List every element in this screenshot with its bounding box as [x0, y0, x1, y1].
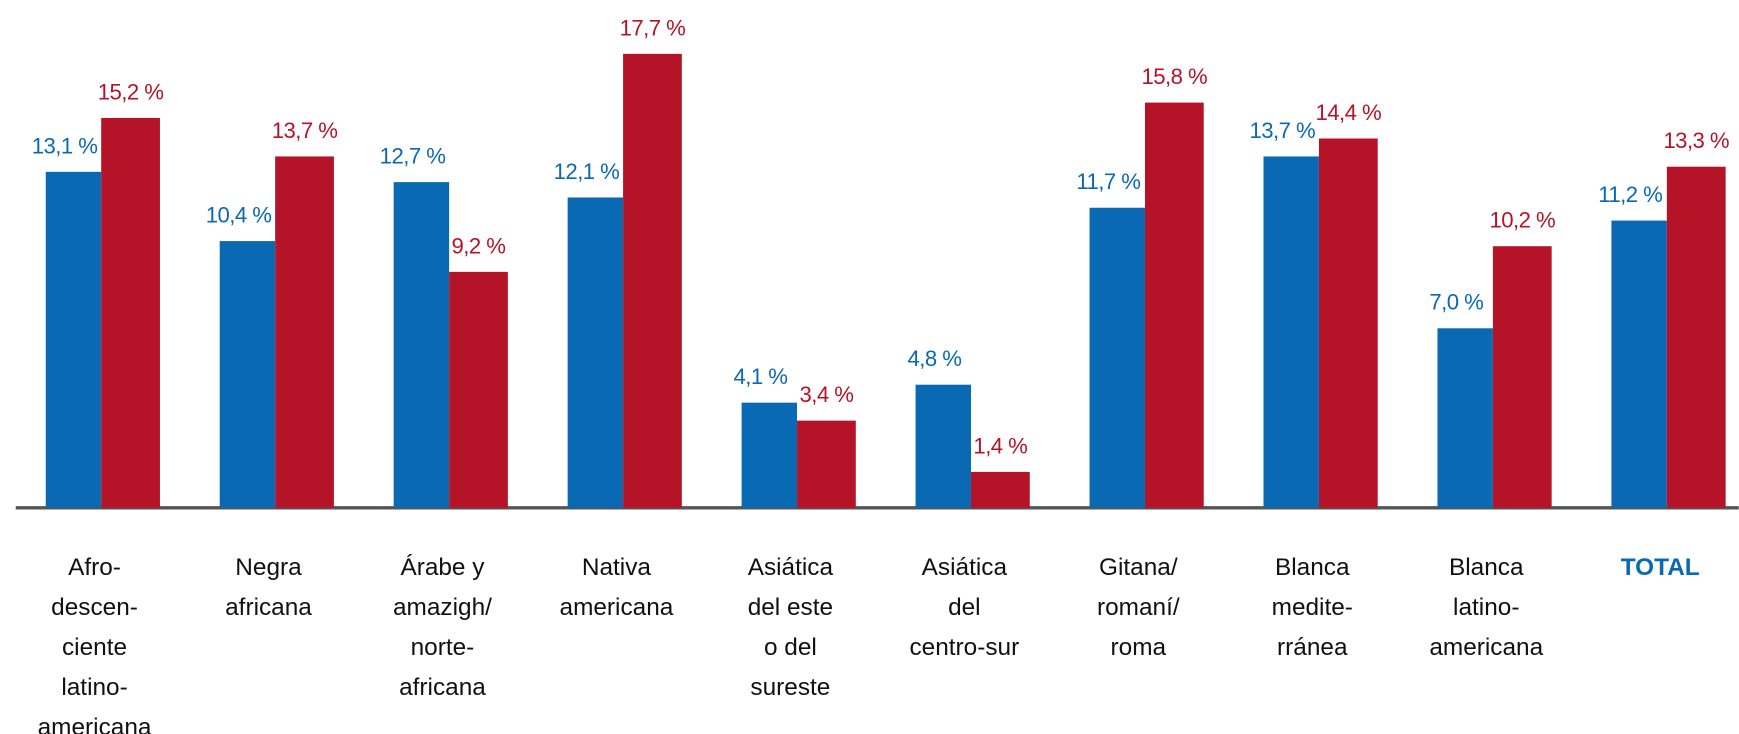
- x-tick-label: americana: [560, 594, 674, 621]
- bar: [1492, 246, 1552, 508]
- x-tick-label: norte-: [411, 634, 475, 661]
- value-label: 13,1 %: [32, 133, 98, 158]
- value-label: 10,2 %: [1489, 208, 1555, 233]
- bar: [971, 471, 1030, 508]
- value-label: 3,4 %: [799, 382, 853, 407]
- x-tick-label: roma: [1111, 634, 1167, 661]
- bar: [1089, 207, 1145, 508]
- x-tick-label: Asiática: [748, 554, 834, 581]
- bar: [1666, 166, 1726, 508]
- x-tick-label: Gitana/: [1099, 554, 1178, 581]
- value-label: 10,4 %: [206, 203, 272, 228]
- x-tick-label: africana: [399, 674, 486, 701]
- x-tick-label: o del: [764, 634, 817, 661]
- x-tick-label: TOTAL: [1621, 554, 1700, 581]
- x-tick-label: americana: [1429, 634, 1543, 661]
- bar: [1611, 220, 1667, 508]
- x-tick-label: romaní/: [1097, 594, 1180, 621]
- value-label: 13,7 %: [1250, 118, 1316, 143]
- x-tick-label: latino-: [61, 674, 127, 701]
- x-tick-label: Afro-: [68, 554, 121, 581]
- bar: [393, 182, 450, 508]
- bar: [1144, 102, 1204, 508]
- x-tick-label: africana: [225, 594, 312, 621]
- bar: [915, 384, 972, 508]
- bar: [623, 53, 682, 508]
- x-tick-label: Árabe y: [400, 554, 485, 581]
- value-label: 15,8 %: [1142, 64, 1208, 89]
- bar: [1318, 138, 1378, 508]
- bar: [449, 271, 508, 508]
- x-tick-label: rránea: [1277, 634, 1348, 661]
- x-tick-label: americana: [38, 714, 152, 734]
- bar: [275, 156, 334, 508]
- bar: [219, 241, 276, 508]
- value-label: 14,4 %: [1315, 100, 1381, 125]
- value-label: 12,1 %: [554, 159, 620, 184]
- x-tick-label: Blanca: [1449, 554, 1524, 581]
- x-tick-label: del: [948, 594, 981, 621]
- x-tick-label: ciente: [62, 634, 127, 661]
- x-tick-label: descen-: [51, 594, 138, 621]
- value-label: 7,0 %: [1429, 290, 1483, 315]
- bar: [797, 420, 856, 508]
- value-label: 9,2 %: [452, 233, 506, 258]
- x-tick-label: Asiática: [922, 554, 1008, 581]
- value-label: 4,8 %: [907, 346, 961, 371]
- x-tick-label: Nativa: [582, 554, 652, 581]
- bar: [45, 171, 102, 508]
- value-label: 12,7 %: [380, 144, 446, 169]
- value-label: 4,1 %: [734, 364, 788, 389]
- bar: [1437, 328, 1493, 508]
- bar: [567, 197, 624, 508]
- x-tick-label: centro-sur: [909, 634, 1019, 661]
- value-label: 13,7 %: [272, 118, 338, 143]
- bar: [1263, 156, 1319, 508]
- x-tick-label: Blanca: [1275, 554, 1350, 581]
- x-tick-label: Negra: [235, 554, 302, 581]
- x-tick-label: amazigh/: [393, 594, 492, 621]
- x-tick-label: del este: [748, 594, 833, 621]
- x-tick-label: sureste: [750, 674, 830, 701]
- value-label: 11,2 %: [1598, 182, 1662, 207]
- x-tick-label: medite-: [1272, 594, 1353, 621]
- bar: [101, 117, 160, 508]
- bar: [741, 402, 798, 508]
- value-label: 15,2 %: [98, 79, 164, 104]
- x-tick-label: latino-: [1453, 594, 1519, 621]
- value-label: 17,7 %: [620, 15, 686, 40]
- value-label: 1,4 %: [973, 433, 1027, 458]
- value-label: 11,7 %: [1076, 169, 1140, 194]
- value-label: 13,3 %: [1663, 128, 1729, 153]
